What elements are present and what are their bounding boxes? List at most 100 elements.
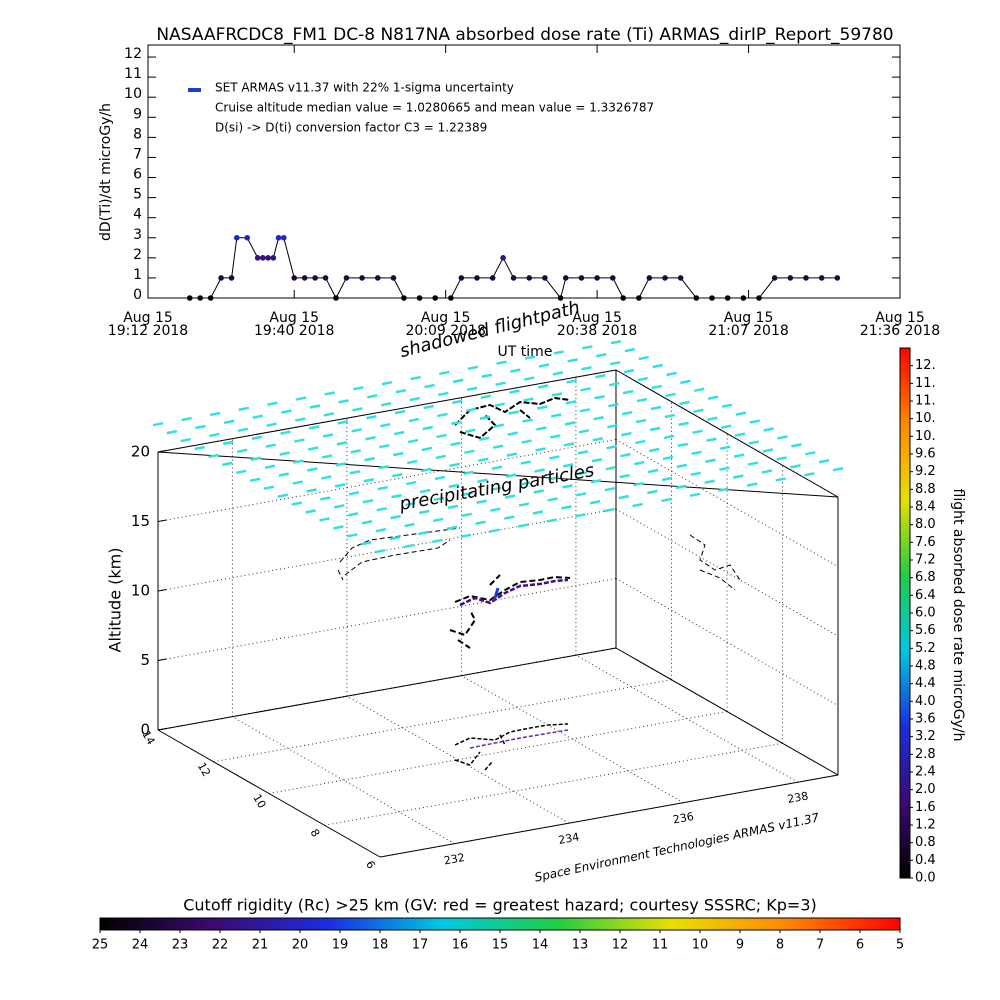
particle [408,417,420,423]
particle [637,376,649,382]
particle [609,381,620,387]
colorbar [899,347,911,879]
dose-point [740,295,747,301]
wall-shadow-left [337,527,461,581]
particle [438,391,449,397]
particle [524,376,535,381]
particle [675,484,687,490]
particle [449,462,460,468]
colorbar-tick-label: 10. [915,429,936,444]
colorbar-tick-label: 7.2 [915,553,936,568]
particle [523,397,534,402]
particle [551,392,563,397]
particle [721,403,733,408]
legend-text: D(si) -> D(ti) conversion factor C3 = 1.… [215,121,487,135]
colorbar-tick-label: 5 [896,938,904,953]
x-tick-label: Aug 15 [269,310,319,326]
dose-point [709,295,715,301]
particle [496,360,507,365]
colorbar-tick-label: 6 [856,938,864,953]
particle [538,363,550,368]
particle [263,485,275,490]
particle [265,443,276,448]
particle [522,418,533,423]
particle [279,451,290,456]
particle [546,518,557,523]
particle [746,482,758,487]
particle [510,368,521,373]
particle [676,463,688,469]
particle [389,535,400,541]
particle [309,404,321,409]
plot-frame [147,44,901,299]
particle [237,427,249,433]
y-tick-label: 10 [124,86,142,102]
particle [648,468,659,474]
particle [362,499,374,504]
particle [733,474,744,479]
particle [405,501,416,507]
particle [335,462,347,467]
dose-point [609,275,616,281]
particle [152,421,164,427]
particle [578,429,590,434]
particle [463,470,474,476]
particle [818,459,830,464]
x-tick-label: 238 [786,789,809,805]
particle [804,472,815,477]
colorbar-tick-label: 19 [332,938,349,953]
y-tick-label: 2 [133,247,142,263]
particle [277,493,289,498]
dose-point [374,275,381,281]
particle [622,410,633,416]
particle [575,513,586,518]
particle [478,436,490,441]
particle [519,481,531,486]
particle [707,416,718,421]
particle [763,427,774,432]
particle [491,465,503,470]
particle [649,426,661,432]
particle [507,431,518,436]
particle [563,463,574,468]
particle [360,541,372,546]
y-tick-label: 0 [133,287,142,303]
particle [550,434,561,439]
colorbar-tick-label: 17 [412,938,429,953]
particle [606,444,617,450]
colorbar-tick-label: 8.4 [915,500,936,515]
colorbar-tick-label: 6.0 [915,606,936,621]
particle [581,366,592,371]
particle [376,506,387,512]
particle [635,418,647,424]
grid-line [324,742,783,826]
colorbar [99,917,901,931]
particle [494,402,505,407]
particle [621,431,632,437]
particle [409,396,420,402]
particle [375,527,387,533]
particle [618,494,629,500]
particle [466,386,478,392]
y-tick-label: 3 [133,227,142,243]
particle [576,471,588,476]
particle [582,345,593,350]
x-tick-label: 20:38 2018 [557,323,637,339]
particle [493,423,505,428]
grid-line [615,578,839,706]
colorbar-tick-label: 25 [92,938,109,953]
particle [321,475,332,480]
particle [195,424,206,430]
particle [294,438,305,443]
colorbar-tick-label: 0.0 [915,871,936,886]
particle [465,407,477,413]
particle [334,504,345,509]
dose-point [448,295,454,301]
particle [706,437,717,442]
particle [393,430,405,436]
particle [365,436,376,441]
particle [452,399,463,405]
particle [252,414,263,419]
y-axis-label: dD(Ti)/dt microGy/h [98,103,114,241]
